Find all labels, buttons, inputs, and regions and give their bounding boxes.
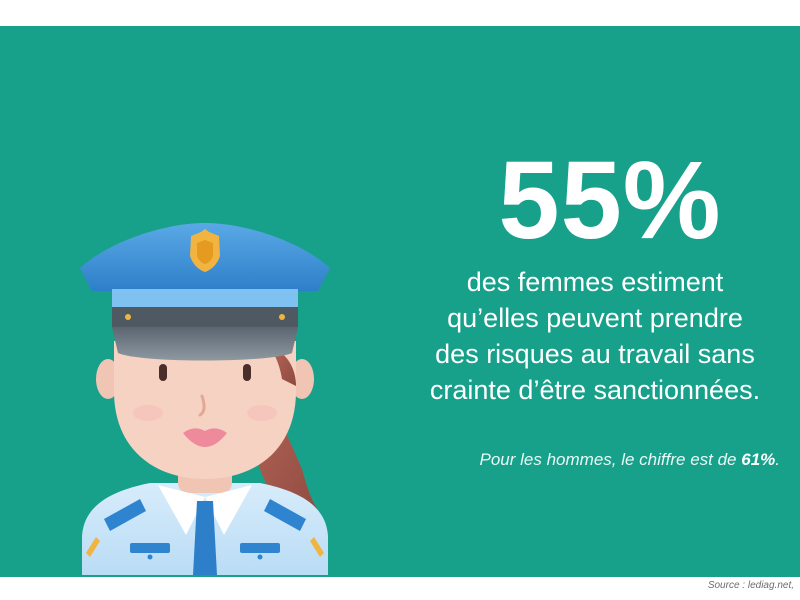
stat-description-line: qu’elles peuvent prendre: [447, 303, 743, 333]
footer: Source : lediag.net,: [0, 577, 800, 600]
note-prefix: Pour les hommes, le chiffre est de: [479, 450, 742, 469]
note-value: 61%: [741, 450, 776, 469]
stat-description-line: crainte d’être sanctionnées.: [429, 375, 761, 405]
stat-description: des femmes estiment qu’elles peuvent pre…: [400, 264, 790, 408]
stat-block: 55% des femmes estiment qu’elles peuvent…: [400, 146, 790, 408]
stat-description-line: des risques au travail sans: [435, 339, 755, 369]
infographic-panel: 55% des femmes estiment qu’elles peuvent…: [0, 26, 800, 575]
source-text: Source : lediag.net,: [707, 580, 794, 591]
stat-value: 55%: [498, 139, 722, 262]
note-suffix: .: [775, 450, 780, 469]
comparison-note: Pour les hommes, le chiffre est de 61%.: [400, 450, 781, 470]
stat-description-line: des femmes estiment: [466, 267, 724, 297]
top-strip: [0, 0, 800, 26]
bottom-rule: [0, 575, 800, 577]
policewoman-icon: [80, 223, 330, 575]
